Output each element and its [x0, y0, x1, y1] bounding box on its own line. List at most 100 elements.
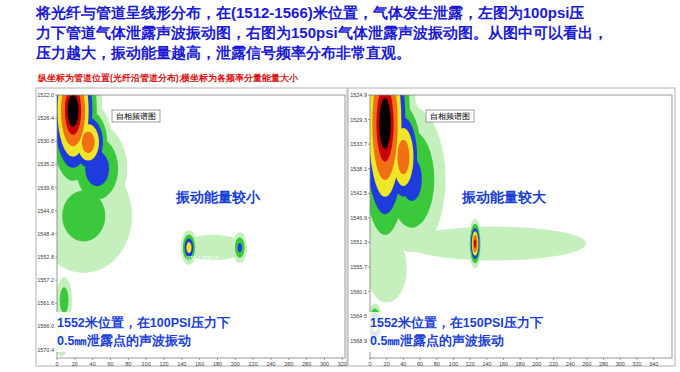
y-tick-label: 1529.3	[350, 117, 367, 123]
x-tick-label: 260	[284, 361, 293, 367]
x-tick-label: 300	[616, 361, 625, 367]
x-tick-label: 300	[320, 361, 329, 367]
heat-contour	[238, 243, 242, 252]
y-tick-label: 1535.2	[37, 161, 54, 167]
heat-contour	[65, 95, 81, 135]
caption-box	[55, 312, 260, 352]
heat-contour	[397, 140, 409, 175]
y-tick-label: 1538.1	[350, 166, 367, 172]
y-tick	[368, 144, 370, 145]
y-tick-label: 1568.9	[350, 338, 367, 344]
annotation: 振动能量较小	[175, 189, 261, 205]
y-tick-label: 1539.6	[37, 185, 54, 191]
caption: 1552米位置，在100PSI压力下	[57, 316, 230, 330]
heat-contour	[471, 228, 479, 259]
heat-contour	[472, 231, 479, 255]
header-line: 将光纤与管道呈线形分布，在(1512-1566)米位置，气体发生泄露，左图为10…	[35, 4, 584, 21]
x-tick-label: 120	[466, 361, 475, 367]
x-tick-label: 220	[549, 361, 558, 367]
y-tick	[368, 119, 370, 120]
plot-area	[370, 95, 586, 345]
x-tick-label: 320	[338, 361, 347, 367]
y-tick-label: 1546.9	[350, 215, 367, 221]
heat-contour	[62, 191, 105, 242]
x-tick-label: 80	[125, 361, 131, 367]
y-tick	[55, 118, 57, 119]
page: 将光纤与管道呈线形分布，在(1512-1566)米位置，气体发生泄露，左图为10…	[0, 0, 680, 372]
y-tick-label: 1548.4	[37, 231, 54, 237]
y-tick-label: 1552.8	[37, 254, 54, 260]
x-tick-label: 0	[55, 361, 58, 367]
heat-contour	[372, 95, 397, 180]
heat-contour	[61, 95, 85, 146]
y-tick	[368, 266, 370, 267]
chart: 1524.91529.31533.71538.11542.51546.91551…	[348, 0, 675, 367]
x-tick-label: 160	[499, 361, 508, 367]
y-tick-label: 1557.2	[37, 277, 54, 283]
inset-box	[112, 110, 160, 122]
y-tick	[368, 193, 370, 194]
y-tick	[55, 210, 57, 211]
heat-contour	[376, 95, 393, 162]
x-tick-label: 20	[384, 361, 390, 367]
heat-contour	[186, 242, 191, 253]
heat-contour	[474, 239, 476, 247]
y-tick	[55, 280, 57, 281]
y-tick	[55, 233, 57, 234]
y-tick	[55, 141, 57, 142]
note: 纵坐标为管道位置(光纤沿管道分布);横坐标为各频率分量能量大小	[37, 73, 299, 83]
y-tick	[368, 217, 370, 218]
x-tick-label: 140	[177, 361, 186, 367]
y-tick-label: 1530.8	[37, 138, 54, 144]
annotation: (150.7,1550.0)	[186, 255, 219, 261]
heat-contour	[68, 95, 79, 127]
heat-contour	[60, 287, 69, 313]
y-tick	[368, 291, 370, 292]
x-tick-label: 340	[649, 361, 658, 367]
y-tick-label: 1570.4	[37, 347, 54, 353]
x-tick-label: 280	[599, 361, 608, 367]
x-tick-label: 180	[213, 361, 222, 367]
x-tick-label: 200	[532, 361, 541, 367]
x-tick-label: 120	[159, 361, 168, 367]
y-tick	[368, 242, 370, 243]
x-tick-label: 160	[195, 361, 204, 367]
annotation: 振动能量较大	[461, 189, 547, 205]
caption-box	[368, 312, 600, 352]
y-tick	[55, 257, 57, 258]
y-tick-label: 1533.7	[350, 141, 367, 147]
heat-contour	[235, 237, 245, 258]
y-tick-label: 1542.5	[350, 190, 367, 196]
caption: 1552米位置，在150PSI压力下	[370, 316, 543, 330]
x-tick-label: 240	[566, 361, 575, 367]
plot-frame	[370, 95, 672, 358]
x-tick-label: 220	[249, 361, 258, 367]
x-tick-label: 200	[231, 361, 240, 367]
y-tick-label: 1544.0	[37, 208, 54, 214]
y-tick	[55, 95, 57, 96]
heat-contour	[404, 227, 586, 261]
header-line: 力下管道气体泄露声波振动图，右图为150psi气体泄露声波振动图。从图中可以看出…	[35, 24, 608, 41]
y-tick-label: 1555.7	[350, 264, 367, 270]
x-tick-label: 260	[582, 361, 591, 367]
caption: 0.5㎜泄露点的声波振动	[57, 333, 191, 348]
y-tick-label: 1524.9	[350, 92, 367, 98]
y-tick-label: 1522.0	[37, 92, 54, 98]
chart: 1522.0 1526.4 1530.8 1535.2 1539.6 1544.0 1548…	[35, 24, 347, 366]
x-tick-label: 320	[632, 361, 641, 367]
x-tick-label: 60	[107, 361, 113, 367]
y-tick-label: 1564.5	[350, 313, 367, 319]
y-tick	[55, 187, 57, 188]
x-tick-label: 280	[302, 361, 311, 367]
y-tick-label: 1526.4	[37, 115, 54, 121]
heat-contour	[181, 235, 246, 260]
x-tick-label: 140	[482, 361, 491, 367]
y-tick	[368, 168, 370, 169]
heat-contour	[470, 224, 481, 263]
heat-contour	[370, 235, 407, 303]
y-tick	[368, 95, 370, 96]
inset-title: 自相频谱图	[430, 112, 470, 121]
x-tick-label: 40	[400, 361, 406, 367]
heat-contour	[379, 98, 390, 149]
y-tick	[55, 164, 57, 165]
